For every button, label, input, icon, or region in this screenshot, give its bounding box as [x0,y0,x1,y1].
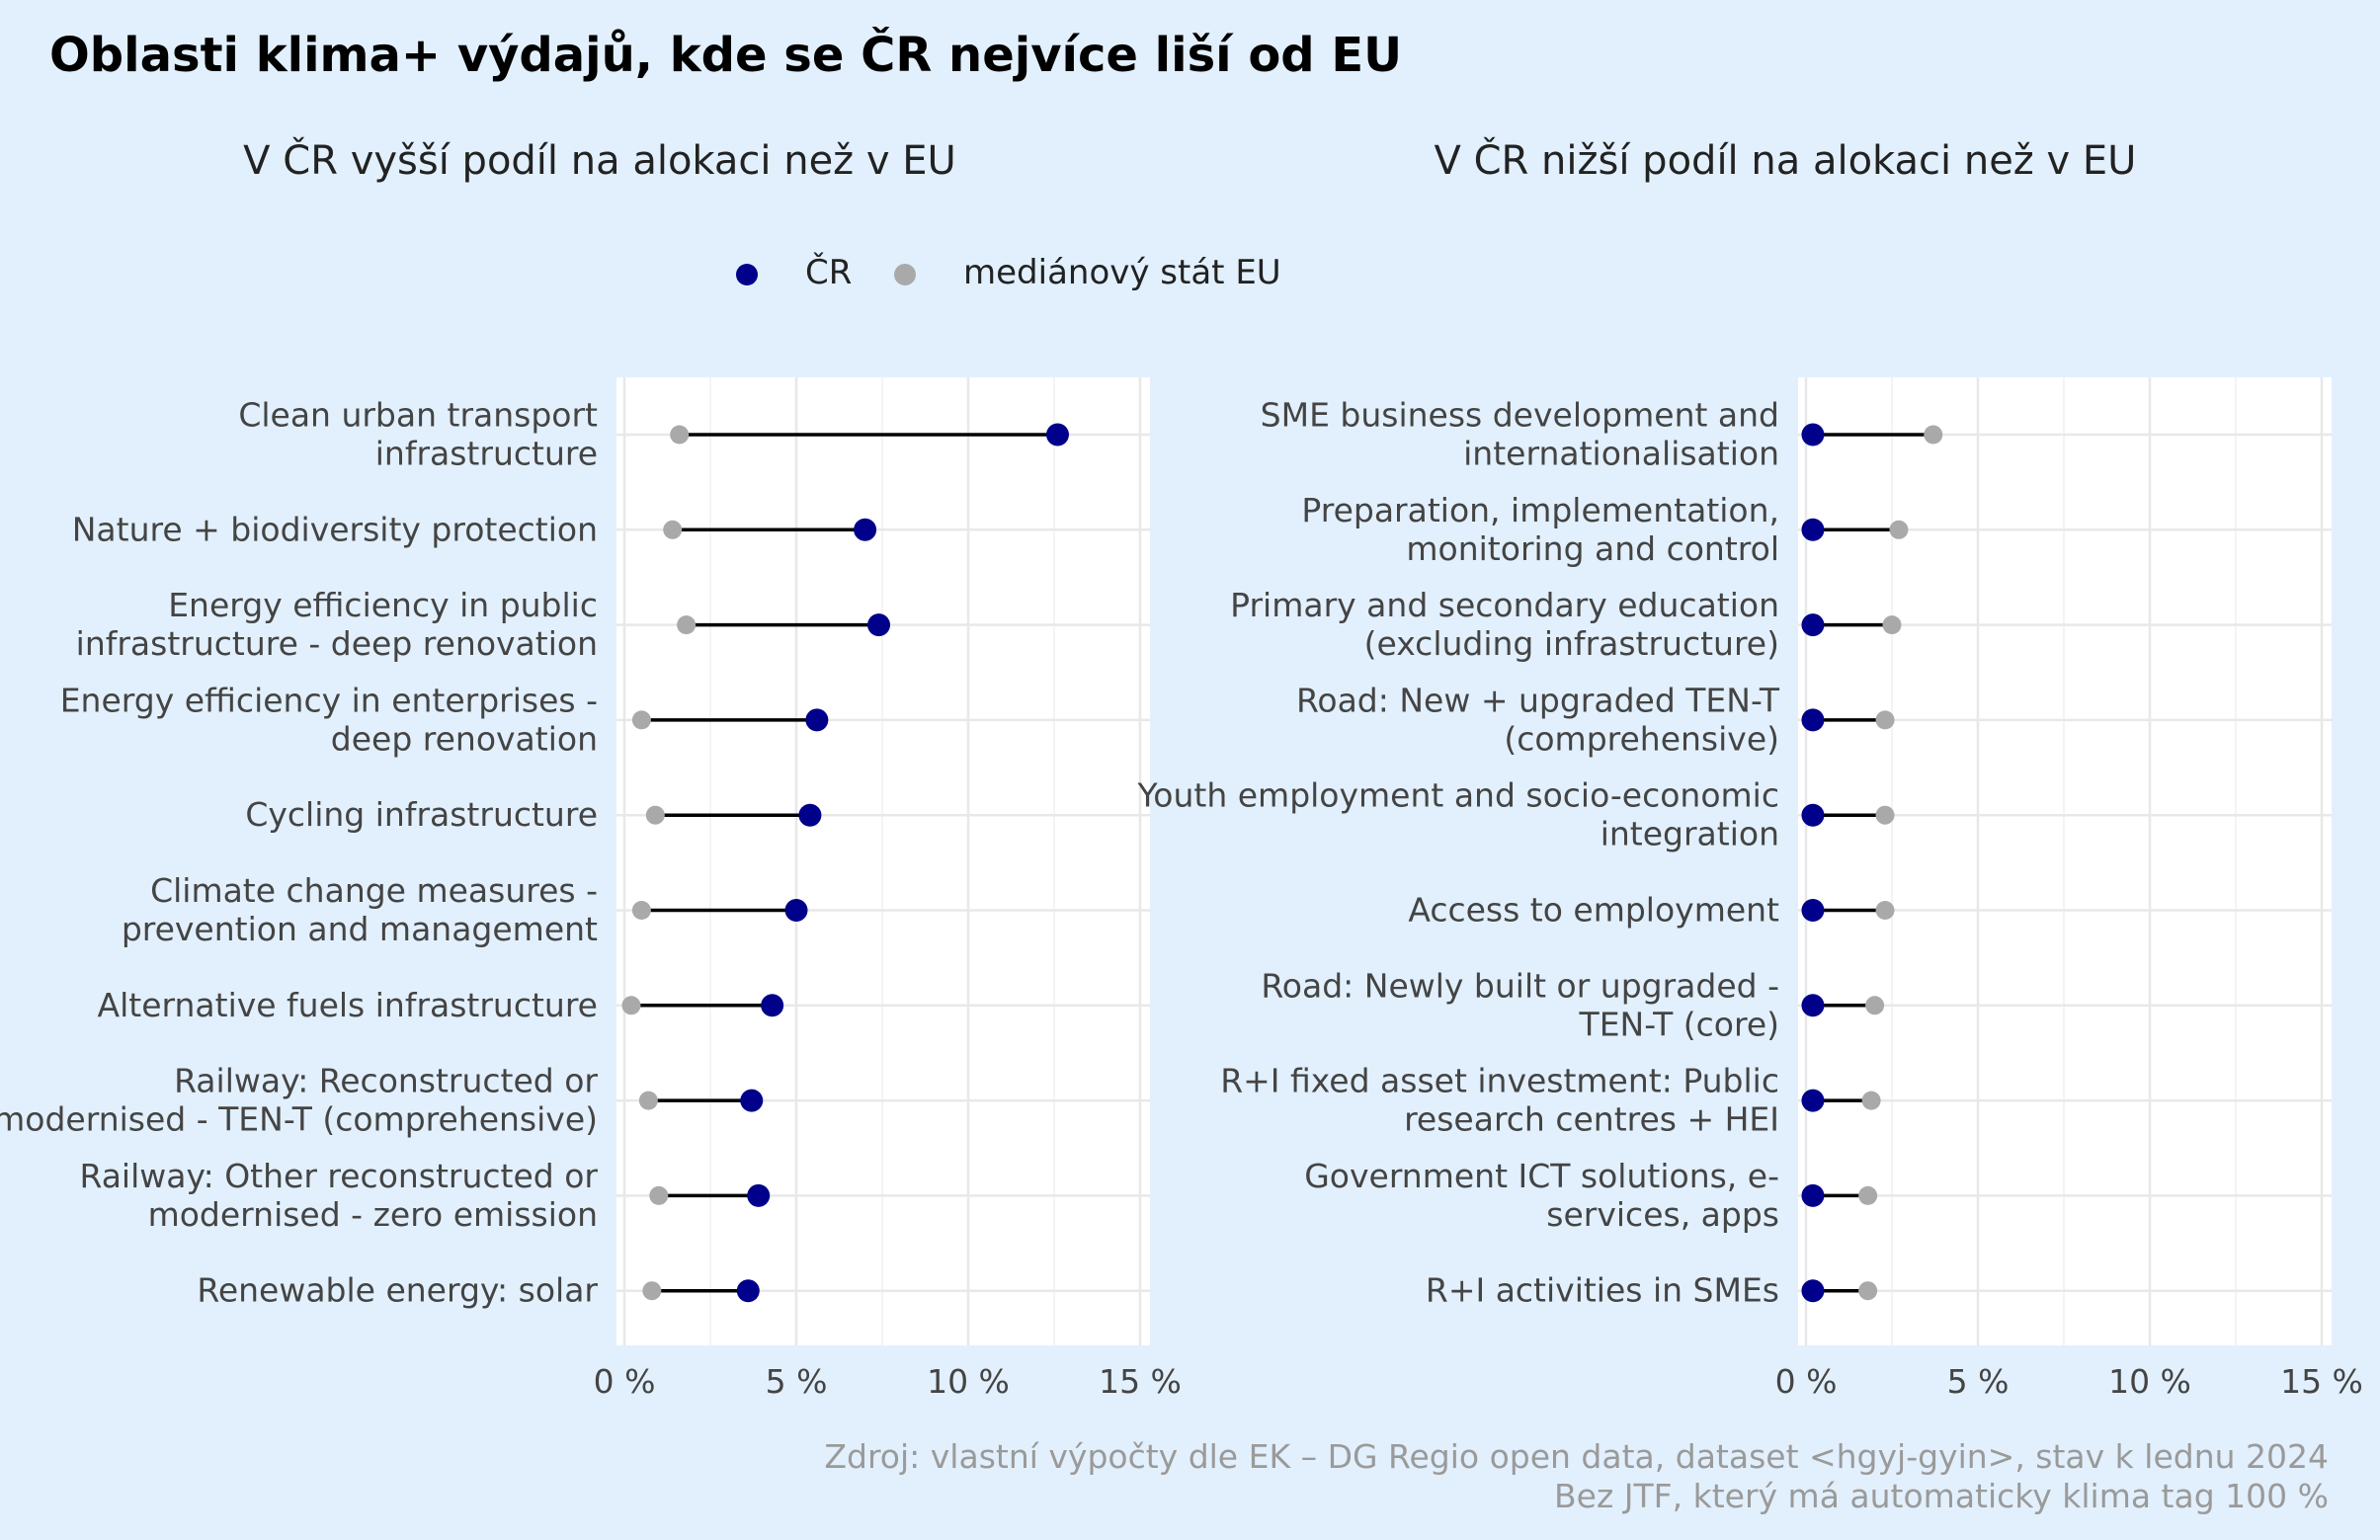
cr-point [1801,613,1825,637]
category-label: R+I fixed asset investment: Public [1220,1062,1779,1100]
category-label: deep renovation [331,719,598,758]
category-label: Government ICT solutions, e- [1304,1157,1779,1195]
chart-title: Oblasti klima+ výdajů, kde se ČR nejvíce… [49,28,1403,83]
category-label: (excluding infrastructure) [1364,624,1779,663]
cr-point [1801,1183,1825,1207]
x-tick-label: 5 % [1947,1362,2010,1401]
x-tick-label: 0 % [1775,1362,1838,1401]
legend-cr-marker [736,264,758,285]
eu-point [642,1281,662,1301]
category-label: integration [1600,815,1779,853]
category-label: infrastructure - deep renovation [76,624,598,663]
category-label: Road: Newly built or upgraded - [1261,966,1779,1005]
eu-point [1924,425,1943,445]
category-label: Energy efficiency in public [168,586,598,624]
eu-point [1889,520,1909,539]
source-line-1: Zdroj: vlastní výpočty dle EK – DG Regio… [824,1437,2329,1476]
category-label: infrastructure [375,435,598,473]
category-label: monitoring and control [1406,529,1779,568]
source-line-2: Bez JTF, který má automaticky klima tag … [1554,1477,2329,1515]
cr-point [1801,994,1825,1017]
category-label: (comprehensive) [1504,719,1779,758]
category-label: SME business development and [1261,396,1779,435]
x-tick-label: 0 % [594,1362,656,1401]
cr-point [805,708,829,732]
cr-point [854,518,877,541]
cr-point [1801,1279,1825,1303]
category-label: Nature + biodiversity protection [72,510,598,548]
category-label: research centres + HEI [1404,1100,1779,1139]
cr-point [1045,423,1069,446]
legend-eu-label: mediánový stát EU [963,253,1281,292]
cr-point [1801,708,1825,732]
cr-point [1801,423,1825,446]
category-label: Renewable energy: solar [197,1271,598,1310]
cr-point [1801,803,1825,827]
eu-point [670,425,690,445]
panel-1-background [1798,377,2332,1345]
category-label: Alternative fuels infrastructure [98,986,598,1024]
category-label: modernised - TEN-T (comprehensive) [0,1100,598,1139]
legend-eu-marker [894,264,916,285]
cr-point [740,1089,764,1112]
category-label: internationalisation [1463,435,1779,473]
category-label: TEN-T (core) [1579,1005,1779,1043]
category-label: Access to employment [1408,891,1779,930]
eu-point [638,1091,658,1110]
eu-point [1865,996,1885,1015]
category-label: modernised - zero emission [148,1195,598,1234]
eu-point [1858,1281,1878,1301]
category-label: R+I activities in SMEs [1426,1271,1779,1310]
category-label: Preparation, implementation, [1301,491,1779,529]
eu-point [1861,1091,1881,1110]
cr-point [747,1183,771,1207]
cr-point [1801,518,1825,541]
category-label: Primary and secondary education [1230,586,1779,624]
category-label: Cycling infrastructure [245,795,598,834]
cr-point [867,613,891,637]
left-panel-subtitle: V ČR vyšší podíl na alokaci než v EU [243,138,956,184]
x-tick-label: 10 % [927,1362,1010,1401]
x-tick-label: 15 % [1099,1362,1182,1401]
eu-point [631,710,651,730]
panel-0-background [616,377,1150,1345]
category-label: Clean urban transport [238,396,598,435]
cr-point [1801,1089,1825,1112]
eu-point [1858,1185,1878,1205]
eu-point [645,805,665,825]
category-label: Energy efficiency in enterprises - [60,681,598,719]
eu-point [631,901,651,920]
cr-point [784,899,808,922]
category-label: services, apps [1546,1195,1779,1234]
legend-cr-label: ČR [805,253,853,292]
x-tick-label: 15 % [2280,1362,2363,1401]
category-label: prevention and management [122,910,598,948]
category-label: Railway: Reconstructed or [174,1062,598,1100]
eu-point [621,996,641,1015]
eu-point [649,1185,669,1205]
eu-point [663,520,683,539]
category-label: Youth employment and socio-economic [1137,776,1779,815]
eu-point [1875,710,1895,730]
category-label: Road: New + upgraded TEN-T [1296,681,1780,719]
cr-point [761,994,784,1017]
eu-point [1875,901,1895,920]
cr-point [736,1279,760,1303]
right-panel-subtitle: V ČR nižší podíl na alokaci než v EU [1434,138,2137,184]
x-tick-label: 5 % [766,1362,828,1401]
x-tick-label: 10 % [2108,1362,2191,1401]
category-label: Climate change measures - [150,871,598,910]
eu-point [1882,615,1902,635]
cr-point [798,803,822,827]
cr-point [1801,899,1825,922]
eu-point [677,615,697,635]
category-label: Railway: Other reconstructed or [80,1157,599,1195]
eu-point [1875,805,1895,825]
